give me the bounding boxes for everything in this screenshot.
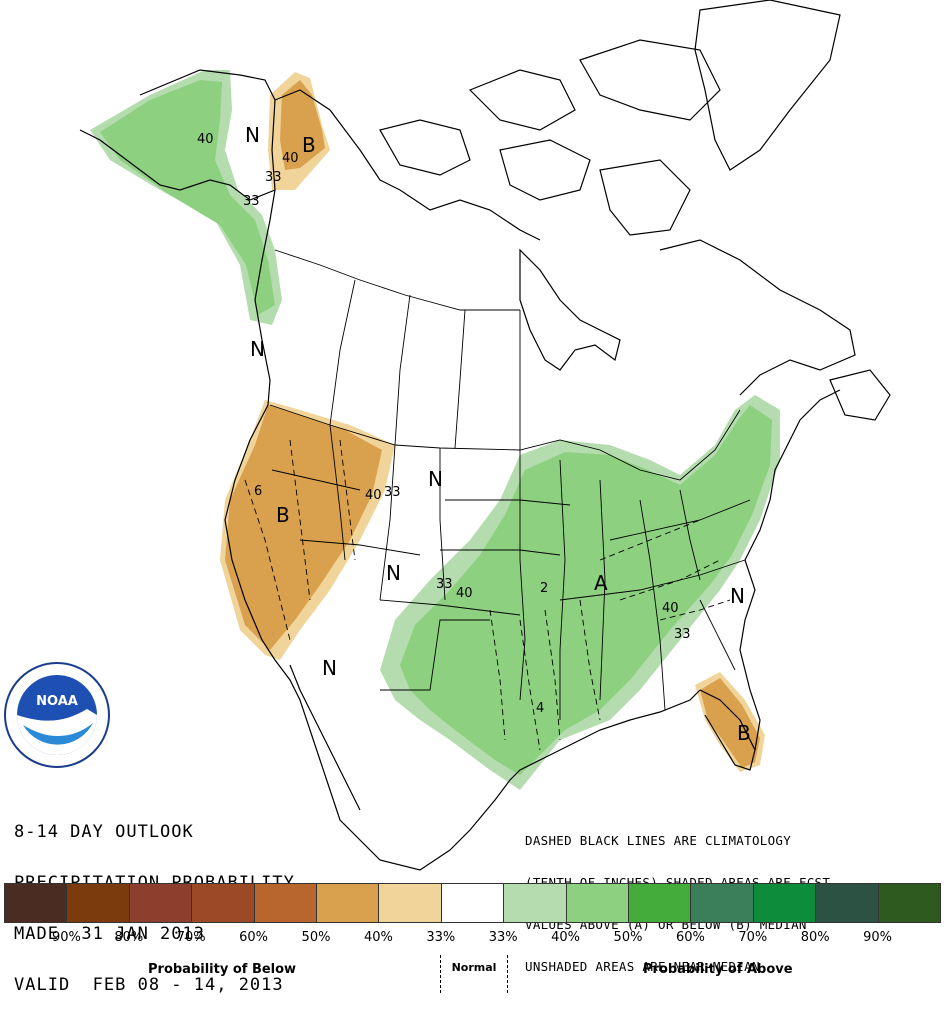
legend-tick-label: 90% [51,930,81,945]
outlook-title: 8-14 DAY OUTLOOK [14,822,194,842]
legend-swatch [66,883,130,923]
climatology-lines [244,439,731,751]
noaa-logo: NOAA [4,662,110,768]
climatology-label: 4 [536,701,544,716]
map-label-n-bc: N [250,337,265,361]
legend-tick-label: 90% [863,930,893,945]
legend-swatch [815,883,879,923]
above-caption: Probability of Above [643,962,793,977]
legend-swatch [128,883,193,923]
map-label-b-west: B [276,503,290,527]
map-notes: DASHED BLACK LINES ARE CLIMATOLOGY (TENT… [525,806,830,988]
legend-tick-label: 60% [675,930,705,945]
note-line: DASHED BLACK LINES ARE CLIMATOLOGY [525,833,792,848]
contour-label: 40 [365,488,382,503]
legend-swatch [378,883,442,923]
contour-label: 40 [197,132,214,147]
climatology-label: 6 [254,484,262,499]
legend-swatch [503,883,567,923]
map-label-n-alaska: N [245,123,260,147]
legend-swatch [628,883,692,923]
contour-label: 33 [243,194,260,209]
legend-tick-label: 80% [800,930,830,945]
note-line: UNSHADED AREAS ARE NEAR-MEDIAN [525,959,760,974]
legend-tick-labels: 90% 80% 70% 60% 50% 40% 33% 33% 40% 50% 60% 70% 80% 9… [0,930,946,948]
below-caption: Probability of Below [148,962,297,977]
east-above-40-region [400,405,772,775]
map-label-a-east: A [594,571,608,595]
legend-swatch [752,883,817,923]
legend-tick-label: 40% [363,930,393,945]
map-label-b-yukon: B [302,133,316,157]
made-date: MADE 31 JAN 2013 [14,924,205,944]
normal-bracket: Normal [440,955,508,993]
normal-caption: Normal [451,961,497,974]
legend-swatch [877,883,942,923]
outlook-map: N B N B N N N A N B 40 40 33 33 40 33 33… [4,0,891,871]
alaska-above-40-region [100,80,275,315]
contour-label: 33 [674,627,691,642]
map-label-n-plains: N [428,467,443,491]
west-below-40-region [225,405,382,650]
legend-tick-label: 70% [176,930,206,945]
state-province-borders [269,249,751,720]
legend-swatch [191,883,255,923]
legend-swatch [316,883,380,923]
map-label-n-central: N [386,561,401,585]
noaa-logo-text: NOAA [36,694,78,709]
contour-label: 33 [384,485,401,500]
legend-tick-label: 50% [301,930,331,945]
legend-swatch [253,883,318,923]
florida-below-40-region [700,678,760,768]
legend-tick-label: 50% [613,930,643,945]
legend-tick-label: 40% [551,930,581,945]
yukon-below-40-region [280,80,325,170]
probability-legend [4,883,942,923]
coastlines [79,0,891,871]
legend-tick-label: 60% [239,930,269,945]
contour-label: 33 [265,170,282,185]
legend-tick-label: 80% [114,930,144,945]
legend-tick-label: 33% [426,930,456,945]
legend-swatch [565,883,630,923]
valid-dates: VALID FEB 08 - 14, 2013 [14,975,284,995]
legend-swatch [4,883,68,923]
climatology-label: 2 [540,581,548,596]
map-label-b-florida: B [737,721,751,745]
contour-label: 33 [436,577,453,592]
map-label-n-carolina: N [730,584,745,608]
legend-tick-label: 33% [488,930,518,945]
contour-label: 40 [662,601,679,616]
contour-label: 40 [282,151,299,166]
map-label-n-southwest: N [322,656,337,680]
legend-swatch [690,883,754,923]
contour-label: 40 [456,586,473,601]
legend-tick-label: 70% [738,930,768,945]
legend-swatch [440,883,505,923]
